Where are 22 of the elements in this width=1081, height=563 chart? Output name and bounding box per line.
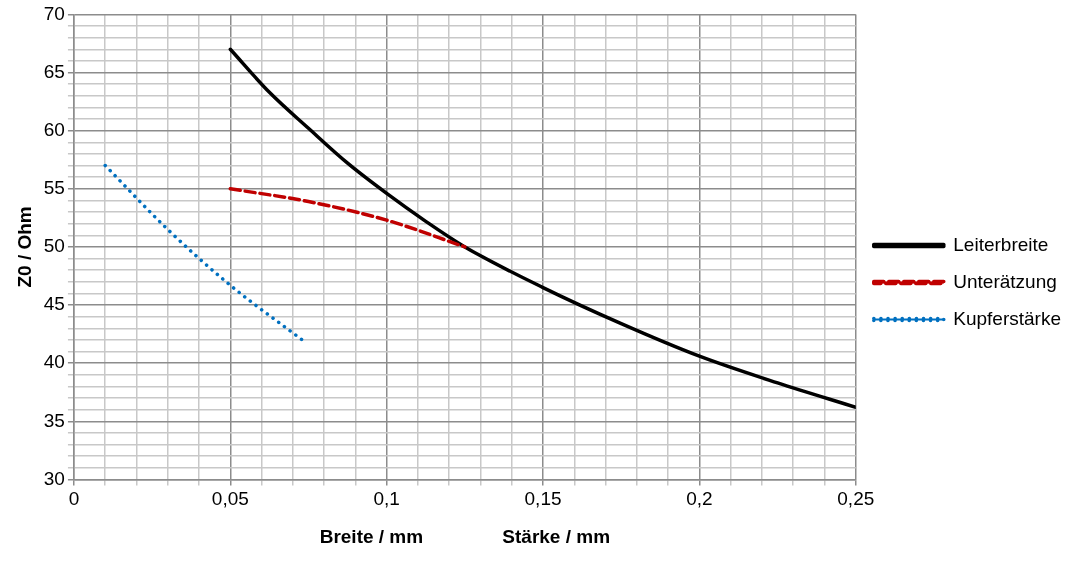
legend-label: Kupferstärke: [953, 307, 1062, 329]
y-tick-label: 40: [43, 351, 65, 373]
y-tick-label: 50: [43, 235, 65, 257]
x-tick-label: 0,05: [211, 488, 249, 510]
line-series: [228, 187, 467, 249]
x-tick-label: 0,25: [837, 488, 875, 510]
y-tick-label: 60: [43, 118, 65, 140]
y-tick-label: 35: [43, 409, 65, 431]
x-tick-label: 0,15: [524, 488, 562, 510]
y-axis-title: Z0 / Ohm: [13, 206, 35, 288]
line-series: [228, 47, 856, 410]
legend-label: Leiterbreite: [953, 233, 1049, 255]
x-tick-label: 0,2: [686, 488, 713, 510]
x-axis-title: Breite / mm Stärke / mm: [319, 525, 611, 547]
y-tick-label: 45: [43, 293, 65, 315]
x-tick-label: 0,1: [373, 488, 400, 510]
y-tick-label: 70: [43, 2, 65, 24]
y-tick-label: 55: [43, 177, 65, 199]
x-tick-label: 0: [68, 488, 80, 510]
y-tick-label: 30: [43, 467, 65, 489]
y-tick-label: 65: [43, 60, 65, 82]
legend-label: Unterätzung: [953, 270, 1057, 292]
